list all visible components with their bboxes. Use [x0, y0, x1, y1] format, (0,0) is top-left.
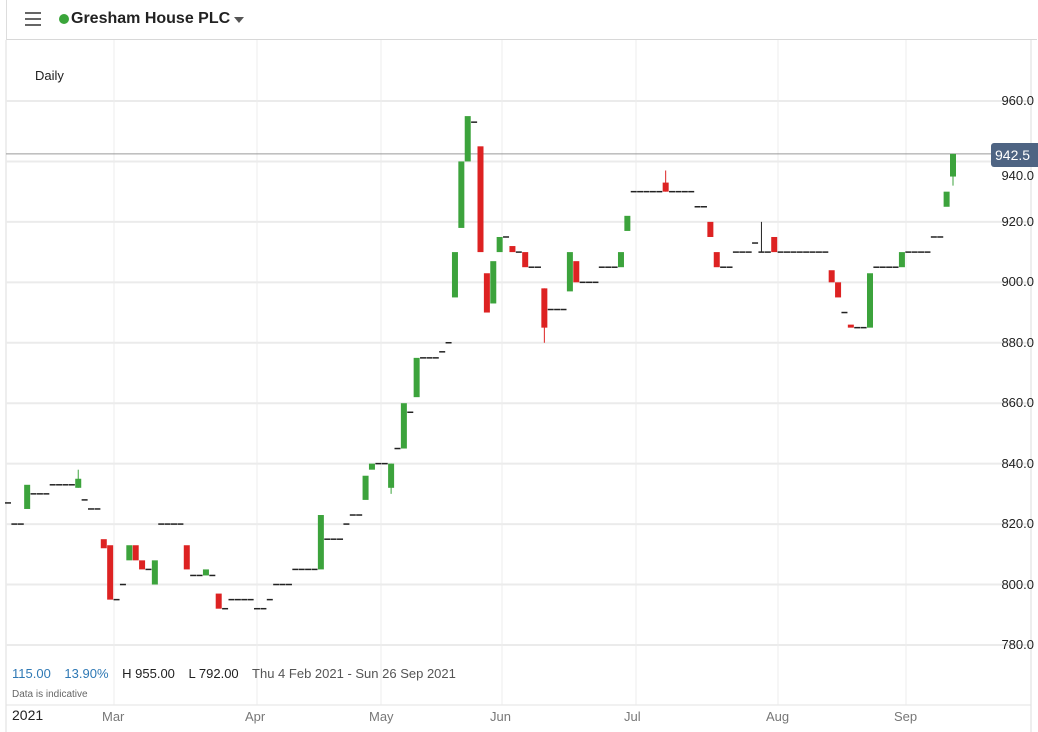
candle-down	[662, 182, 669, 192]
y-tick-label: 960.0	[1001, 93, 1034, 108]
date-range: Thu 4 Feb 2021 - Sun 26 Sep 2021	[252, 666, 456, 681]
candle-up	[368, 463, 375, 470]
low-value: L 792.00	[188, 666, 239, 681]
candle-up	[617, 252, 624, 268]
candle-up	[151, 560, 158, 585]
candle-down	[573, 261, 580, 283]
y-tick-label: 900.0	[1001, 274, 1034, 290]
candle-down	[835, 282, 842, 298]
y-tick-label: 780.0	[1001, 636, 1034, 652]
candle-up	[566, 252, 573, 292]
candle-down	[771, 236, 778, 253]
x-tick-label: Jun	[490, 709, 511, 724]
candle-down	[477, 146, 484, 253]
y-tick-label: 920.0	[1001, 213, 1034, 229]
candle-up	[317, 515, 324, 570]
y-tick-label: 940.0	[1001, 168, 1034, 183]
candle-up	[202, 569, 209, 576]
y-tick-label: 860.0	[1001, 395, 1034, 411]
x-tick-label: May	[369, 709, 394, 724]
x-tick-label: Sep	[894, 709, 918, 724]
candle-down	[100, 539, 107, 549]
candle-up	[24, 484, 31, 509]
candle-up	[950, 153, 956, 177]
period-label: Daily	[35, 68, 64, 83]
candle-down	[139, 560, 146, 570]
candle-up	[400, 403, 407, 449]
candle-up	[496, 236, 503, 253]
candlestick-chart[interactable]	[0, 40, 1038, 732]
candle-down	[132, 545, 139, 561]
candle-up	[464, 116, 471, 162]
candle-down	[215, 593, 222, 609]
candle-up	[126, 545, 133, 561]
instrument-dropdown-caret-icon[interactable]	[234, 17, 244, 23]
candle-down	[183, 545, 190, 570]
candle-up	[413, 357, 420, 398]
x-tick-label: Mar	[102, 709, 125, 724]
candle-up	[75, 478, 82, 488]
candle-up	[943, 191, 950, 207]
candle-down	[522, 252, 529, 268]
x-tick-label: Apr	[245, 709, 266, 724]
market-status-dot-icon	[59, 14, 69, 24]
y-tick-label: 840.0	[1001, 455, 1034, 471]
stats-bar: 115.00 13.90% H 955.00 L 792.00 Thu 4 Fe…	[12, 666, 466, 681]
y-tick-label: 800.0	[1001, 576, 1034, 592]
change-percent: 13.90%	[64, 666, 109, 681]
candle-down	[847, 324, 854, 328]
candle-up	[451, 252, 458, 298]
candle-up	[458, 161, 465, 228]
candle-up	[362, 475, 369, 500]
candle-down	[107, 545, 114, 600]
candle-up	[866, 273, 873, 328]
data-note: Data is indicative	[12, 689, 88, 700]
candle-up	[898, 252, 905, 268]
change-value: 115.00	[12, 666, 51, 681]
candle-up	[388, 463, 395, 488]
chart-header: Gresham House PLC	[6, 0, 1037, 40]
y-tick-label: 880.0	[1001, 334, 1034, 350]
candle-down	[541, 288, 548, 328]
candle-down	[483, 273, 490, 313]
candle-down	[509, 246, 516, 253]
candle-up	[624, 215, 631, 231]
candle-up	[490, 261, 497, 304]
candle-down	[713, 252, 720, 268]
last-price-badge: 942.5	[991, 143, 1038, 167]
candle-down	[707, 221, 714, 237]
instrument-title[interactable]: Gresham House PLC	[71, 10, 231, 27]
candle-down	[828, 270, 835, 283]
y-tick-label: 820.0	[1001, 516, 1034, 532]
x-tick-label: 2021	[12, 707, 44, 723]
x-tick-label: Aug	[766, 709, 790, 724]
x-tick-label: Jul	[624, 709, 641, 724]
hamburger-menu-icon[interactable]	[25, 12, 41, 26]
high-value: H 955.00	[122, 666, 175, 681]
